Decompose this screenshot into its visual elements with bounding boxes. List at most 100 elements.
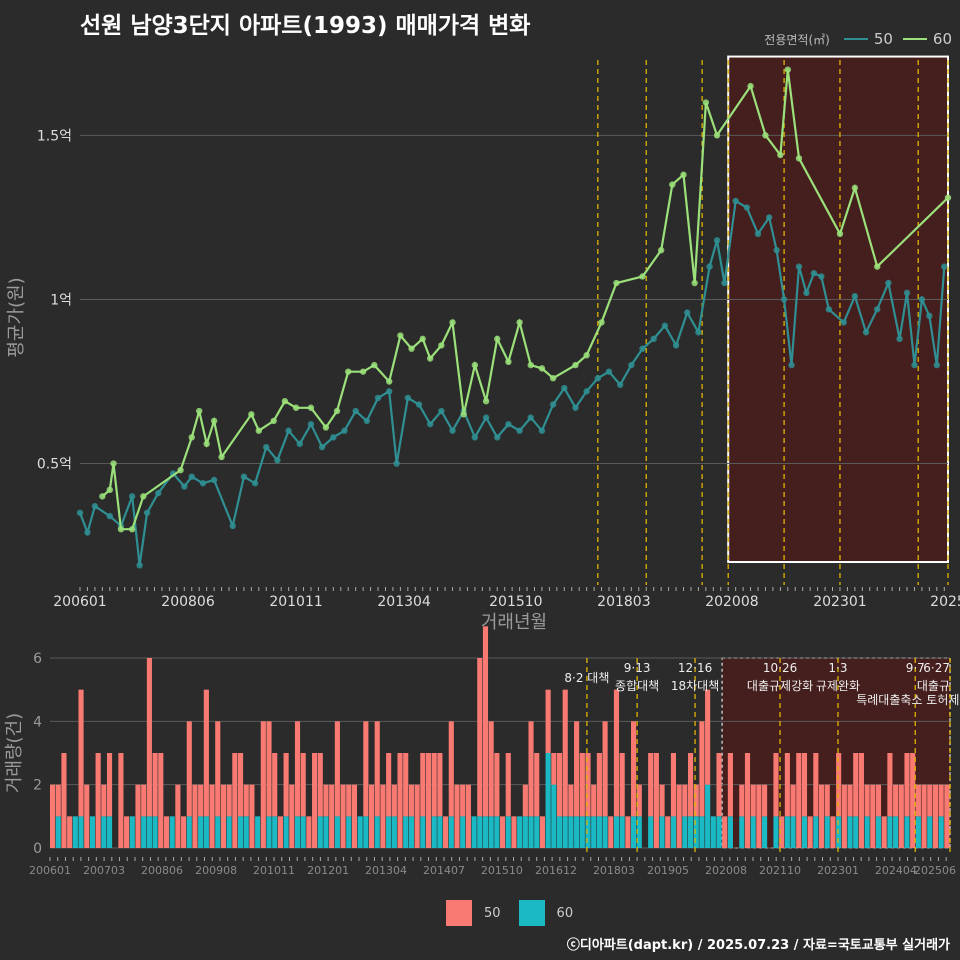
volume-bar-50 (448, 721, 454, 817)
point-50 (780, 296, 788, 303)
point-60 (281, 397, 289, 405)
point-50 (393, 460, 400, 467)
volume-bar-50 (670, 753, 677, 817)
point-60 (874, 263, 881, 270)
volume-x-tick-label: 200806 (141, 864, 183, 877)
volume-bar-60 (801, 816, 808, 848)
event-label: 9·7 (906, 661, 925, 675)
volume-bar-50 (67, 816, 73, 848)
volume-bar-60 (386, 816, 392, 848)
volume-bar-60 (551, 784, 557, 848)
highlight-region (727, 55, 949, 564)
volume-bar-60 (431, 816, 437, 848)
volume-bar-50 (687, 753, 694, 817)
point-60 (248, 411, 255, 418)
volume-bar-50 (528, 721, 534, 817)
legend-bottom: 50 60 (446, 900, 579, 926)
event-desc: 규제완화 (816, 679, 860, 693)
point-50 (754, 230, 762, 238)
point-50 (594, 375, 602, 382)
point-50 (263, 443, 270, 451)
point-60 (713, 132, 721, 139)
volume-bar-50 (237, 753, 244, 817)
volume-bar-60 (152, 816, 158, 848)
volume-bar-50 (260, 721, 266, 848)
event-annotation: 10·26 대출규제강화 (747, 661, 813, 693)
point-60 (471, 361, 479, 369)
volume-bar-50 (665, 816, 671, 848)
volume-bar-60 (482, 816, 489, 848)
volume-bar-50 (386, 753, 392, 817)
volume-bar-50 (220, 784, 227, 848)
volume-x-tick-label: 202008 (705, 864, 747, 877)
point-50 (706, 263, 713, 270)
volume-bar-50 (579, 753, 585, 817)
volume-bar-60 (106, 816, 113, 848)
point-50 (639, 345, 646, 352)
volume-bar-50 (437, 753, 443, 817)
volume-bar-50 (944, 784, 950, 848)
point-50 (788, 361, 795, 369)
point-50 (296, 440, 303, 448)
volume-bar-50 (818, 784, 825, 848)
volume-bar-50 (864, 784, 870, 817)
volume-bar-50 (391, 784, 397, 817)
volume-bar-60 (556, 816, 563, 848)
volume-bar-50 (887, 753, 893, 817)
x-tick-label: 202008 (705, 594, 758, 610)
volume-bar-50 (659, 784, 665, 817)
point-50 (181, 483, 188, 490)
volume-bar-50 (631, 721, 637, 817)
event-label: 12·16 (678, 661, 712, 675)
volume-bar-50 (209, 784, 215, 848)
point-60 (657, 247, 665, 254)
legend-title: 전용면적(㎡) (764, 32, 830, 47)
point-50 (199, 480, 207, 487)
volume-bar-50 (477, 658, 483, 817)
volume-bar-50 (198, 784, 204, 817)
point-50 (911, 361, 918, 369)
volume-x-tick-label: 202301 (817, 864, 859, 877)
source-caption: ⓒ디아파트(dapt.kr) / 2025.07.23 / 자료=국토교통부 실… (566, 938, 950, 953)
point-60 (106, 486, 114, 494)
volume-bar-60 (904, 816, 910, 848)
volume-bar-60 (562, 816, 568, 848)
volume-bar-50 (334, 721, 340, 817)
volume-bar-50 (232, 753, 238, 848)
volume-y-axis-title: 거래량(건) (4, 713, 25, 793)
volume-bar-50 (181, 816, 187, 848)
volume-bar-50 (95, 753, 101, 848)
volume-bar-60 (72, 816, 78, 848)
point-50 (572, 404, 579, 411)
volume-bar-50 (78, 689, 84, 817)
point-50 (672, 342, 680, 349)
volume-bar-50 (215, 721, 221, 817)
volume-bar-50 (739, 784, 745, 817)
volume-bar-50 (312, 753, 318, 848)
legend-bottom-label-50: 50 (484, 905, 501, 921)
volume-bar-60 (437, 816, 443, 848)
volume-bar-50 (272, 753, 278, 817)
point-60 (702, 99, 710, 106)
volume-bar-60 (739, 816, 745, 848)
volume-bar-60 (705, 784, 711, 848)
point-50 (605, 368, 613, 375)
point-50 (616, 381, 624, 388)
point-50 (285, 427, 292, 434)
volume-bar-60 (727, 816, 733, 848)
volume-bar-60 (300, 816, 306, 848)
x-tick-label: 201304 (377, 594, 431, 610)
volume-x-tick-label: 201201 (307, 864, 349, 877)
volume-bar-50 (921, 784, 927, 848)
point-60 (270, 417, 277, 425)
volume-bar-50 (881, 816, 887, 848)
volume-bar-50 (875, 784, 882, 817)
volume-bar-60 (938, 816, 944, 848)
volume-bar-50 (858, 753, 864, 848)
point-50 (695, 329, 702, 336)
chart-title: 선원 남양3단지 아파트(1993) 매매가격 변화 (80, 13, 531, 39)
volume-bar-50 (932, 784, 939, 848)
point-60 (210, 417, 218, 425)
volume-bar-50 (841, 784, 847, 848)
volume-bar-60 (317, 816, 323, 848)
